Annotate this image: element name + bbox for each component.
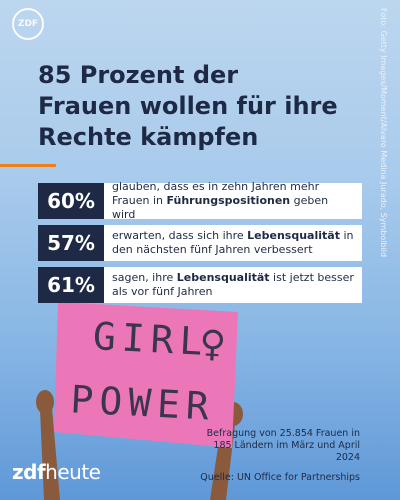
stat-text-part: sagen, ihre <box>112 271 177 284</box>
stat-text-bold: Lebensqualität <box>247 229 340 242</box>
stat-text-part: erwarten, dass sich ihre <box>112 229 248 242</box>
brand-zdf: zdf <box>12 460 46 484</box>
brand-logo: zdfheute <box>12 460 101 484</box>
stat-text-bold: Lebensqualität <box>176 271 270 284</box>
photo-credit: Foto: Getty Images/Moment/Alvaro Medina … <box>379 8 388 258</box>
sign-board <box>54 302 238 448</box>
sign-symbol: ♀ <box>198 323 226 365</box>
stat-percent: 61% <box>38 267 104 303</box>
arm <box>40 408 60 500</box>
survey-note: Befragung von 25.854 Frauen in 185 Lände… <box>206 428 360 463</box>
stat-percent: 57% <box>38 225 104 261</box>
hand <box>36 390 54 414</box>
photo: GIRL ♀ POWER <box>36 302 243 500</box>
stat-percent: 60% <box>38 183 104 219</box>
stat-text-body: erwarten, dass sich ihre Lebensqualität … <box>112 229 354 257</box>
stat-text-part: in den nächsten fünf Jahren verbessert <box>112 229 354 256</box>
accent-line <box>0 164 56 167</box>
sign-text: POWER <box>69 377 215 428</box>
stat-text-bold: Führungspositionen <box>166 194 291 207</box>
stat-text-part: ist jetzt besser als vor fünf Jahren <box>112 271 354 298</box>
stat-text: sagen, ihre Lebensqualität ist jetzt bes… <box>104 267 362 303</box>
source: Quelle: UN Office for Partnerships <box>200 472 360 483</box>
sign-text: GIRL <box>92 314 210 364</box>
stat-text: erwarten, dass sich ihre Lebensqualität … <box>104 225 362 261</box>
stat-text: glauben, dass es in zehn Jahren mehr Fra… <box>104 180 362 222</box>
stat-text-body: sagen, ihre Lebensqualität ist jetzt bes… <box>112 271 354 299</box>
logo: ZDF <box>12 8 44 40</box>
stat-text-part: glauben, dass es in zehn Jahren mehr Fra… <box>112 180 320 207</box>
stat-text-body: glauben, dass es in zehn Jahren mehr Fra… <box>112 180 354 222</box>
stat-row: 61% sagen, ihre Lebensqualität ist jetzt … <box>38 267 362 303</box>
title: 85 Prozent der Frauen wollen für ihre Re… <box>38 61 338 151</box>
stat-row: 60% glauben, dass es in zehn Jahren mehr … <box>38 180 362 222</box>
stat-row: 57% erwarten, dass sich ihre Lebensqualit… <box>38 225 362 261</box>
brand-heute: heute <box>45 460 101 484</box>
stat-text-part: geben wird <box>112 194 329 221</box>
